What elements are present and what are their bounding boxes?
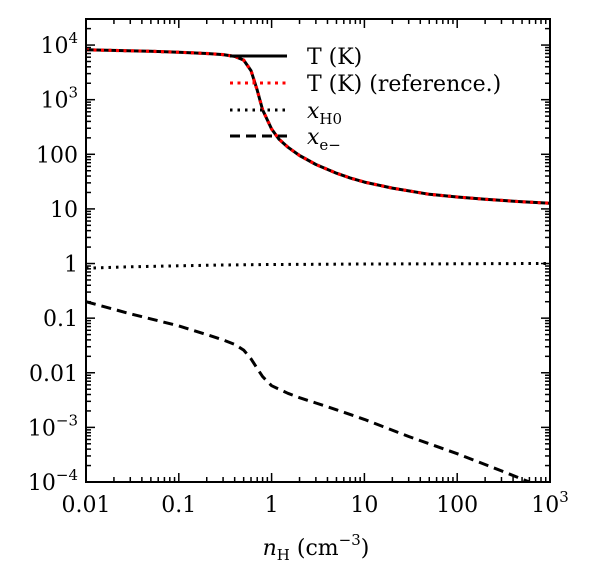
y-tick-label: 100 xyxy=(36,143,78,168)
series-line-3 xyxy=(86,300,530,482)
x-tick-label: 0.01 xyxy=(62,493,111,518)
legend-label-0: T (K) xyxy=(307,45,362,70)
x-tick-label: 103 xyxy=(531,488,569,518)
labels-layer: 0.01 0.1 1 10 100 103 10−4 10−3 0.01 0.1 1 10 100 103… xyxy=(28,29,569,518)
x-tick-label: 100 xyxy=(436,493,478,518)
y-tick-label: 10−3 xyxy=(28,411,78,441)
x-axis-title: nH (cm−3) xyxy=(263,531,370,564)
y-tick-label: 1 xyxy=(64,253,78,278)
ticks-layer xyxy=(85,18,551,483)
y-tick-label: 10−4 xyxy=(28,466,78,496)
legend-label-3: xe− xyxy=(307,125,341,154)
x-tick-label: 1 xyxy=(265,493,279,518)
series-line-1 xyxy=(86,48,550,205)
y-tick-label: 103 xyxy=(40,84,78,114)
x-axis-title-close: ) xyxy=(361,536,370,561)
x-axis-title-sub: H xyxy=(277,546,290,564)
x-axis-title-rest: (cm xyxy=(290,536,339,561)
series-line-2 xyxy=(86,262,550,270)
y-tick-label: 0.01 xyxy=(29,362,78,387)
y-tick-label: 104 xyxy=(40,29,78,59)
y-tick-label: 0.1 xyxy=(43,307,78,332)
y-tick-label: 10 xyxy=(50,198,78,223)
x-tick-label: 10 xyxy=(350,493,378,518)
legend-label-1: T (K) (reference.) xyxy=(307,72,501,97)
plot-frame xyxy=(85,18,551,483)
x-axis-title-main: n xyxy=(263,536,277,561)
series-layer xyxy=(86,48,550,482)
legend-label-2: xH0 xyxy=(307,99,342,128)
x-axis-title-sup: −3 xyxy=(339,531,361,549)
x-tick-label: 0.1 xyxy=(161,493,196,518)
